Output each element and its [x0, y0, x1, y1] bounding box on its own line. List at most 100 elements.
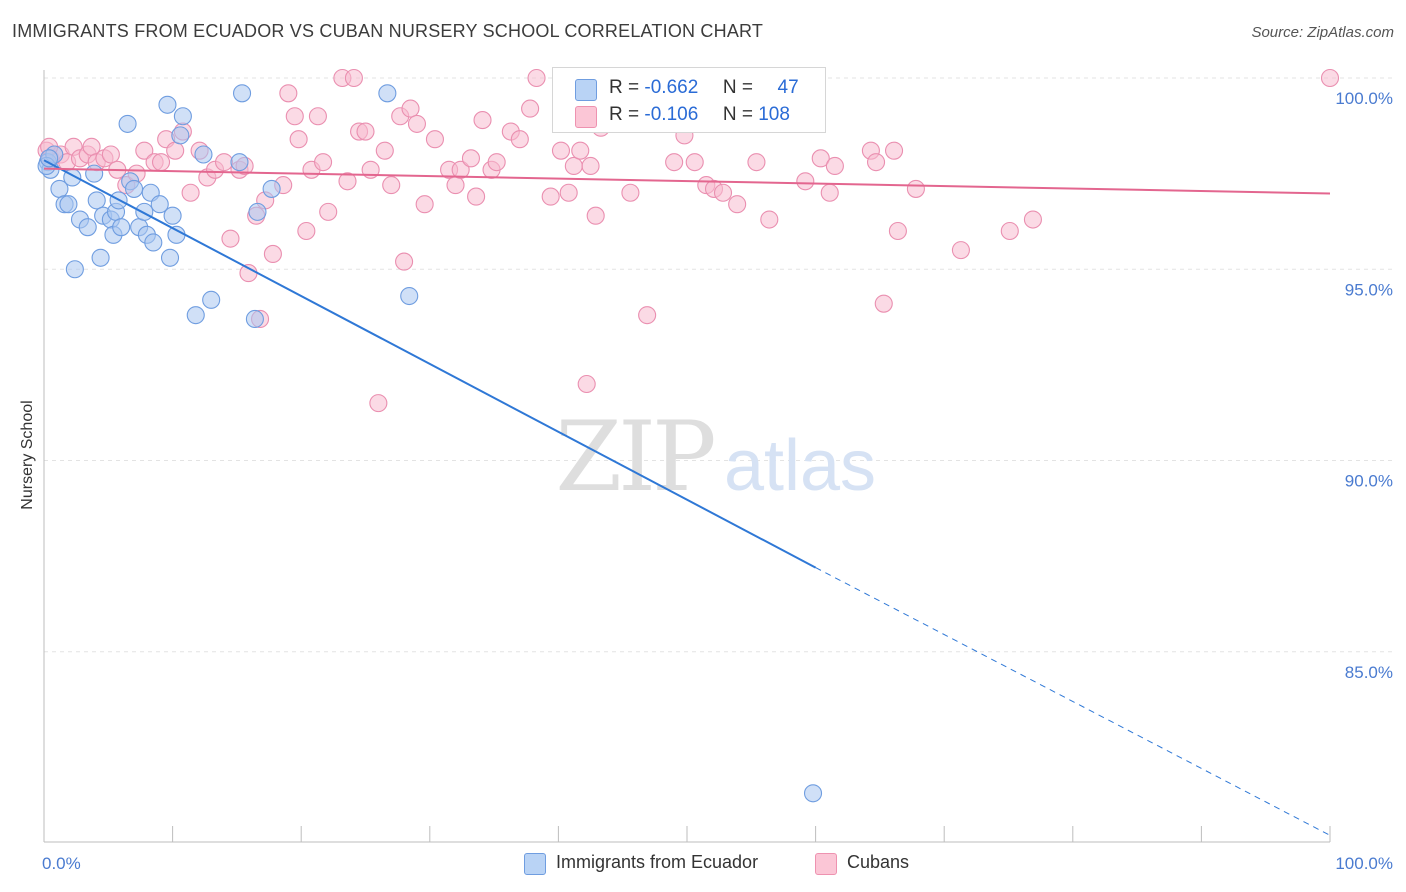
cubans-point — [638, 306, 657, 325]
cubans-point — [181, 183, 200, 202]
cubans-point — [382, 176, 401, 195]
ecuador-point — [87, 191, 106, 210]
cubans-point — [874, 294, 893, 313]
cubans-swatch — [575, 106, 597, 128]
cubans-point — [665, 153, 684, 172]
ecuador-point — [248, 202, 267, 221]
cubans-point — [820, 183, 839, 202]
cubans-point — [214, 153, 234, 172]
cubans-point — [621, 183, 640, 202]
cubans-point — [461, 149, 481, 168]
ecuador-point — [85, 164, 104, 183]
cubans-point — [166, 141, 185, 160]
cubans-point — [425, 130, 444, 149]
x-tick-label: 100.0% — [1335, 854, 1393, 873]
ecuador-point — [158, 95, 177, 114]
cubans-point — [401, 99, 420, 118]
cubans-point — [541, 187, 560, 206]
cubans-point — [510, 130, 529, 149]
ecuador-legend-label: Immigrants from Ecuador — [556, 852, 759, 872]
cubans-point — [551, 141, 571, 160]
cubans-point — [221, 229, 240, 248]
ecuador-point — [245, 309, 264, 329]
cubans-point — [888, 221, 907, 241]
ecuador-trend-line — [43, 159, 817, 569]
cubans-point — [151, 153, 171, 172]
cubans-point — [446, 176, 465, 195]
ecuador-trend-extension — [815, 567, 1331, 836]
ecuador-point — [112, 218, 131, 237]
ecuador-point — [202, 290, 221, 309]
cubans-point — [395, 252, 414, 271]
cubans-point — [356, 122, 375, 141]
r-label: R = — [609, 104, 640, 125]
ecuador-point — [186, 306, 205, 325]
ecuador-n-value: 47 — [777, 77, 799, 98]
cubans-trend-line — [43, 167, 1331, 195]
ecuador-point — [163, 206, 182, 225]
n-label: N = — [722, 104, 753, 125]
cubans-point — [285, 107, 304, 126]
cubans-point — [713, 183, 733, 202]
watermark: ZIP atlas — [555, 401, 876, 513]
ecuador-point — [135, 202, 154, 221]
ecuador-point — [194, 145, 213, 164]
chart-title: IMMIGRANTS FROM ECUADOR VS CUBAN NURSERY… — [12, 21, 764, 41]
cubans-point — [527, 68, 546, 88]
ecuador-point — [59, 195, 78, 214]
cubans-point — [467, 187, 486, 206]
cubans-point — [571, 141, 590, 160]
cubans-point — [451, 160, 470, 179]
ecuador-point — [65, 260, 84, 279]
ecuador-point — [40, 149, 59, 168]
cubans-point — [344, 68, 363, 88]
y-tick-label: 90.0% — [1345, 472, 1393, 491]
cubans-point — [101, 145, 120, 164]
cubans-point — [308, 107, 327, 126]
cubans-point — [369, 394, 388, 413]
ecuador-point — [173, 107, 192, 126]
ecuador-point — [400, 286, 419, 306]
ecuador-point — [167, 225, 186, 244]
cubans-point — [577, 374, 596, 394]
ecuador-point — [262, 179, 281, 198]
cubans-point — [473, 111, 492, 130]
r-label: R = — [609, 77, 640, 98]
ecuador-point — [78, 218, 97, 237]
cubans-point — [487, 153, 506, 172]
n-label: N = — [722, 77, 753, 98]
ecuador-point — [91, 248, 110, 267]
watermark-atlas: atlas — [724, 426, 876, 506]
cubans-point — [728, 195, 747, 214]
cubans-point — [581, 156, 600, 176]
y-tick-label: 95.0% — [1345, 280, 1393, 299]
axes — [43, 70, 1331, 843]
cubans-point — [1000, 221, 1019, 241]
cubans-point — [407, 114, 426, 133]
legend-cubans-stats: R = -0.106 N = 108 — [609, 104, 790, 126]
cubans-legend-label: Cubans — [847, 852, 910, 872]
y-tick-label: 85.0% — [1345, 663, 1393, 682]
watermark-zip: ZIP — [555, 401, 714, 513]
cubans-n-value: 108 — [758, 104, 790, 125]
cubans-point — [951, 241, 970, 260]
cubans-point — [685, 153, 704, 172]
cubans-point — [747, 153, 766, 172]
ecuador-r-value: -0.662 — [644, 77, 699, 98]
cubans-point — [135, 141, 154, 160]
cubans-point — [825, 156, 844, 176]
cubans-point — [1023, 210, 1042, 229]
cubans-point — [559, 183, 578, 202]
ecuador-point — [230, 153, 249, 172]
cubans-point — [338, 172, 357, 191]
ecuador-point — [232, 84, 252, 103]
ecuador-point — [803, 784, 823, 803]
cubans-point — [263, 244, 282, 263]
cubans-point — [906, 179, 925, 198]
ecuador-point — [171, 126, 190, 145]
cubans-point — [297, 221, 316, 241]
y-tick-label: 100.0% — [1335, 89, 1393, 108]
cubans-point — [796, 172, 815, 191]
cubans-r-value: -0.106 — [644, 104, 699, 125]
